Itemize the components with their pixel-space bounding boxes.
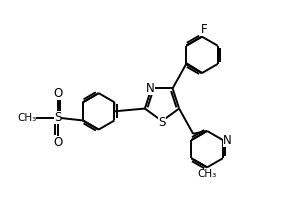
Text: CH₃: CH₃ — [198, 169, 217, 179]
Text: O: O — [53, 87, 62, 100]
Text: N: N — [223, 134, 231, 147]
Text: O: O — [53, 136, 62, 149]
Text: S: S — [54, 111, 61, 124]
Text: CH₃: CH₃ — [17, 113, 36, 123]
Text: S: S — [158, 116, 166, 128]
Text: N: N — [146, 82, 155, 95]
Text: F: F — [201, 23, 207, 36]
